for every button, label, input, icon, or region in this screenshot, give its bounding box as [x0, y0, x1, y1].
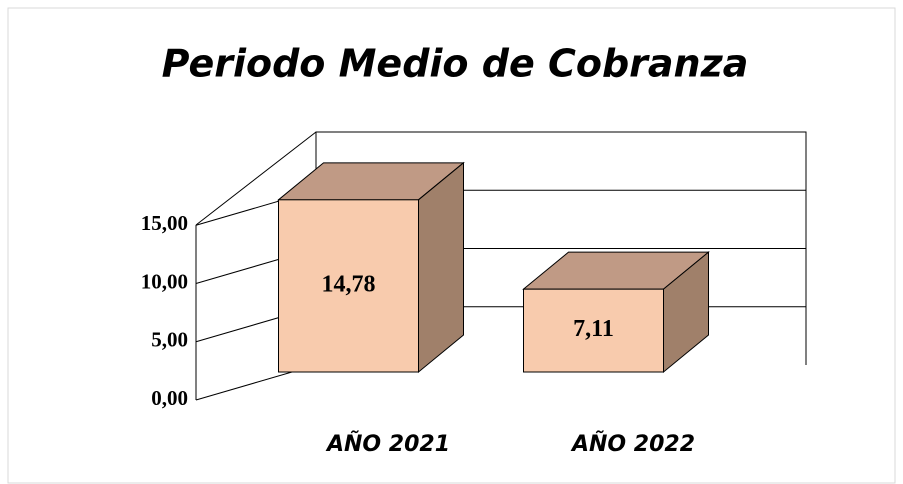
y-tick-label: 10,00 — [141, 269, 188, 293]
bar — [523, 288, 664, 373]
y-tick-label: 5,00 — [151, 328, 188, 352]
data-label: 7,11 — [573, 316, 614, 342]
data-label: 14,78 — [322, 271, 376, 297]
x-tick-label: AÑO 2021 — [325, 431, 450, 457]
bar-side — [418, 161, 464, 374]
bar — [278, 199, 419, 373]
y-tick-label: 15,00 — [141, 211, 188, 235]
chart-title: Periodo Medio de Cobranza — [162, 42, 749, 86]
left-wall-top — [195, 131, 317, 226]
y-tick-label: 0,00 — [151, 386, 188, 410]
x-tick-label: AÑO 2022 — [570, 431, 695, 457]
